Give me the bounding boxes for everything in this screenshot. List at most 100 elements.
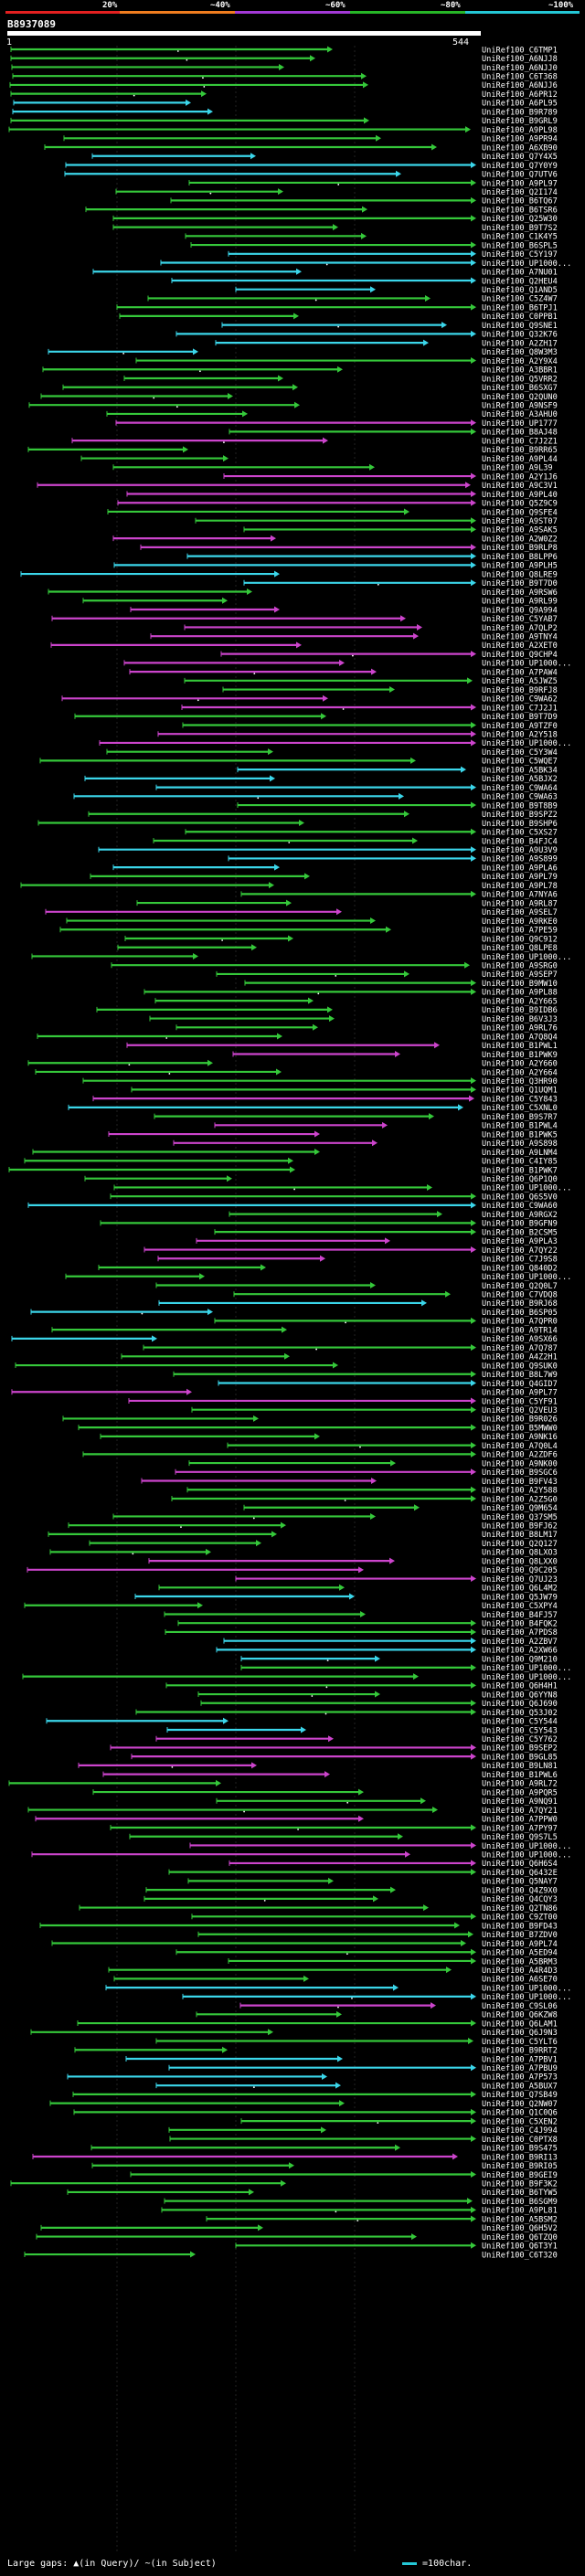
hit-label[interactable]: UniRef100_Q7UJ23	[482, 1575, 558, 1585]
hit-row[interactable]: UniRef100_B4FJ57	[164, 1611, 558, 1620]
hit-label[interactable]: UniRef100_B1PWK7	[482, 1166, 558, 1175]
hit-row[interactable]: UniRef100_A9TNY4	[150, 632, 558, 641]
hit-label[interactable]: UniRef100_A5BRM3	[482, 1957, 558, 1966]
hit-row[interactable]: UniRef100_A6SE70	[113, 1976, 558, 1985]
hit-label[interactable]: UniRef100_A9SRG0	[482, 961, 558, 970]
hit-label[interactable]: UniRef100_B1PWL1	[482, 1042, 558, 1051]
hit-label[interactable]: UniRef100_C7VDQ8	[482, 1291, 558, 1300]
hit-row[interactable]: UniRef100_A5BJX2	[84, 775, 558, 784]
hit-label[interactable]: UniRef100_Q840D2	[482, 1264, 558, 1273]
hit-row[interactable]: UniRef100_A4R4D3	[108, 1966, 558, 1976]
hit-row[interactable]: UniRef100_UP1000...	[22, 1673, 571, 1682]
hit-label[interactable]: UniRef100_B4FJ57	[482, 1611, 558, 1620]
hit-row[interactable]: UniRef100_A7Q0L4	[227, 1442, 558, 1451]
hit-row[interactable]: UniRef100_A5BUX7	[155, 2082, 558, 2091]
hit-row[interactable]: UniRef100_Q2TN86	[79, 1904, 558, 1913]
hit-row[interactable]: UniRef100_Q6P1Q0	[84, 1175, 558, 1184]
hit-row[interactable]: UniRef100_A6NJJ6	[9, 81, 558, 90]
hit-label[interactable]: UniRef100_A2Y588	[482, 1487, 558, 1496]
hit-label[interactable]: UniRef100_Q2HEU4	[482, 277, 558, 286]
hit-label[interactable]: UniRef100_A3BBR1	[482, 366, 558, 376]
hit-label[interactable]: UniRef100_A2Y660	[482, 1060, 558, 1069]
hit-row[interactable]: UniRef100_B7ZDV0	[197, 1931, 558, 1940]
hit-label[interactable]: UniRef100_A9NK00	[482, 1459, 558, 1468]
hit-row[interactable]: UniRef100_B9GL85	[131, 1753, 558, 1762]
hit-label[interactable]: UniRef100_Q9A994	[482, 606, 558, 615]
hit-row[interactable]: UniRef100_A9PL74	[51, 1940, 558, 1949]
hit-label[interactable]: UniRef100_B9T7S2	[482, 224, 558, 233]
hit-row[interactable]: UniRef100_B9R789	[12, 108, 558, 117]
hit-row[interactable]: UniRef100_B9IDB6	[96, 1006, 558, 1015]
hit-row[interactable]: UniRef100_A9NK00	[188, 1459, 558, 1468]
hit-label[interactable]: UniRef100_B9R789	[482, 108, 558, 117]
hit-label[interactable]: UniRef100_A6SE70	[482, 1976, 558, 1985]
hit-row[interactable]: UniRef100_A2W0Z2	[112, 535, 558, 544]
hit-row[interactable]: UniRef100_UP1000...	[123, 660, 571, 669]
hit-row[interactable]: UniRef100_UP1000...	[160, 260, 571, 269]
hit-row[interactable]: UniRef100_Q4CQY3	[144, 1895, 558, 1904]
hit-row[interactable]: UniRef100_A5ED94	[176, 1949, 558, 1958]
hit-row[interactable]: UniRef100_C0PPB1	[119, 313, 558, 322]
hit-label[interactable]: UniRef100_B6TQ67	[482, 197, 558, 207]
hit-label[interactable]: UniRef100_C5XNL0	[482, 1104, 558, 1113]
hit-row[interactable]: UniRef100_A9PL77	[11, 1389, 558, 1398]
hit-row[interactable]: UniRef100_B6SXG7	[62, 384, 558, 393]
hit-label[interactable]: UniRef100_Q6J690	[482, 1700, 558, 1709]
hit-label[interactable]: UniRef100_A2ZH17	[482, 339, 558, 348]
hit-label[interactable]: UniRef100_Q6L4M2	[482, 1585, 558, 1594]
hit-row[interactable]: UniRef100_B1PWK7	[8, 1166, 558, 1175]
hit-row[interactable]: UniRef100_A9SEL7	[45, 908, 558, 917]
hit-label[interactable]: UniRef100_UP1000...	[482, 1673, 571, 1682]
hit-row[interactable]: UniRef100_C5YF91	[128, 1397, 558, 1406]
hit-row[interactable]: UniRef100_A5BRM3	[228, 1957, 558, 1966]
hit-label[interactable]: UniRef100_C5Y543	[482, 1726, 558, 1735]
hit-row[interactable]: UniRef100_C5XS27	[185, 829, 558, 838]
hit-label[interactable]: UniRef100_UP1000...	[482, 260, 571, 269]
hit-label[interactable]: UniRef100_B9T8B9	[482, 801, 558, 811]
hit-label[interactable]: UniRef100_A9TR14	[482, 1326, 558, 1335]
hit-row[interactable]: UniRef100_B6TYW5	[67, 2189, 558, 2198]
hit-label[interactable]: UniRef100_UP1000...	[482, 1984, 571, 1993]
hit-row[interactable]: UniRef100_C9WA63	[73, 793, 558, 802]
hit-row[interactable]: UniRef100_C6TMP1	[10, 46, 558, 55]
hit-label[interactable]: UniRef100_C9ZT00	[482, 1913, 558, 1923]
hit-label[interactable]: UniRef100_C5Z4W7	[482, 295, 558, 304]
hit-label[interactable]: UniRef100_A4Z2H1	[482, 1353, 558, 1362]
hit-label[interactable]: UniRef100_Q2VEU3	[482, 1406, 558, 1415]
hit-label[interactable]: UniRef100_C1K4Y5	[482, 233, 558, 242]
hit-row[interactable]: UniRef100_A2ZDF6	[82, 1451, 558, 1460]
hit-label[interactable]: UniRef100_A5ED94	[482, 1949, 558, 1958]
hit-row[interactable]: UniRef100_C5XEN2	[240, 2117, 558, 2126]
hit-label[interactable]: UniRef100_A6NJJ0	[482, 64, 558, 73]
hit-row[interactable]: UniRef100_Q6L4M2	[158, 1585, 558, 1594]
hit-label[interactable]: UniRef100_B9F3K2	[482, 2180, 558, 2189]
hit-label[interactable]: UniRef100_A9PLA3	[482, 1237, 558, 1246]
hit-label[interactable]: UniRef100_Q5VRR2	[482, 375, 558, 384]
hit-row[interactable]: UniRef100_B8LM17	[48, 1531, 558, 1540]
hit-row[interactable]: UniRef100_A2Y664	[35, 1068, 558, 1077]
hit-label[interactable]: UniRef100_B6V3J3	[482, 1015, 558, 1024]
hit-label[interactable]: UniRef100_A9PL77	[482, 1389, 558, 1398]
hit-label[interactable]: UniRef100_B9T7D9	[482, 713, 558, 722]
hit-row[interactable]: UniRef100_Q4Z9X0	[145, 1886, 558, 1895]
hit-row[interactable]: UniRef100_B9FD43	[39, 1922, 558, 1931]
hit-row[interactable]: UniRef100_C7J2Z1	[71, 437, 558, 446]
hit-row[interactable]: UniRef100_A7P573	[67, 2073, 558, 2083]
hit-label[interactable]: UniRef100_C9WA64	[482, 784, 558, 793]
hit-row[interactable]: UniRef100_Q6TZQ0	[36, 2233, 558, 2242]
hit-label[interactable]: UniRef100_A9SX66	[482, 1335, 558, 1344]
hit-label[interactable]: UniRef100_Q8LXO3	[482, 1549, 558, 1558]
hit-row[interactable]: UniRef100_A6PR12	[10, 90, 558, 100]
hit-label[interactable]: UniRef100_Q53J02	[482, 1709, 558, 1718]
hit-label[interactable]: UniRef100_Q9SUK0	[482, 1362, 558, 1371]
hit-label[interactable]: UniRef100_B2CSM5	[482, 1228, 558, 1237]
hit-label[interactable]: UniRef100_Q37SM5	[482, 1513, 558, 1522]
hit-row[interactable]: UniRef100_A7PBV1	[125, 2055, 558, 2064]
hit-row[interactable]: UniRef100_Q8LPE8	[117, 944, 558, 953]
hit-row[interactable]: UniRef100_A9SEP7	[216, 970, 558, 980]
hit-label[interactable]: UniRef100_B1PWL6	[482, 1771, 558, 1780]
hit-label[interactable]: UniRef100_A2Z5G0	[482, 1495, 558, 1504]
hit-row[interactable]: UniRef100_A9RL87	[136, 899, 558, 908]
hit-label[interactable]: UniRef100_Q7Y0Y9	[482, 162, 558, 171]
hit-label[interactable]: UniRef100_A9NSF9	[482, 402, 558, 411]
